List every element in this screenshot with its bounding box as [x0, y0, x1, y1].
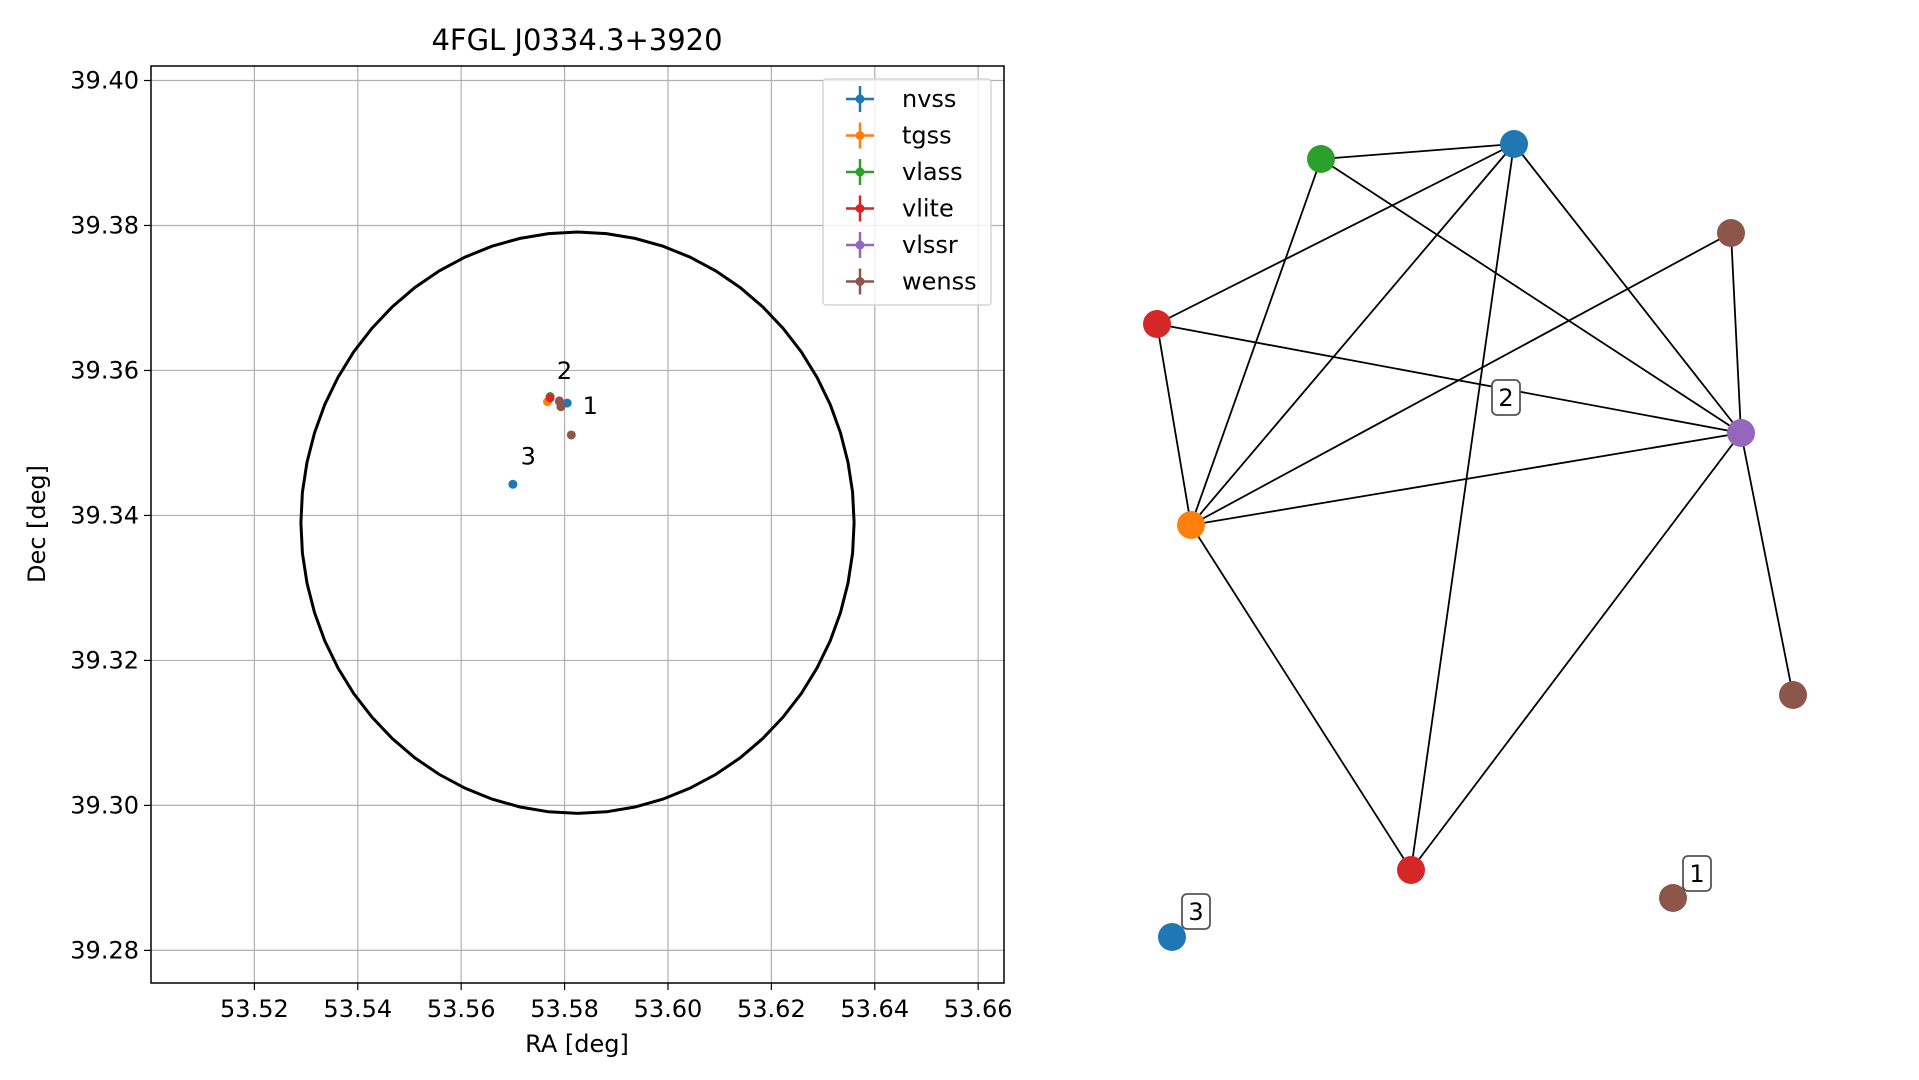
network-edge: [1740, 432, 1794, 696]
network-label-text: 1: [1689, 860, 1704, 888]
x-tick-label: 53.64: [840, 995, 909, 1023]
network-label-box: [1682, 855, 1712, 892]
scatter-point-nvss: [508, 479, 518, 489]
x-tick-label: 53.52: [220, 995, 289, 1023]
x-tick-label: 53.66: [944, 995, 1013, 1023]
legend-label: wenss: [902, 268, 977, 296]
legend-item-wenss: wenss: [846, 268, 977, 296]
error-circle-line: [299, 230, 856, 815]
network-edge: [1156, 323, 1742, 434]
network-nodes: [1143, 130, 1807, 951]
legend-item-vlssr: vlssr: [846, 231, 958, 259]
x-axis-label: RA [deg]: [525, 1030, 629, 1058]
network-label-box: [1181, 893, 1211, 930]
network-node: [1717, 219, 1745, 247]
legend-marker-dot: [855, 167, 865, 177]
network-edges: [1156, 143, 1794, 871]
point-label: 1: [583, 392, 598, 420]
network-label: 2: [1491, 379, 1521, 416]
scatter-point-vlite: [545, 393, 555, 403]
x-tick-label: 53.54: [323, 995, 392, 1023]
legend-label: vlssr: [902, 231, 958, 259]
network-labels: 2 1 3: [1181, 379, 1712, 930]
network-label: 3: [1181, 893, 1211, 930]
point-labels: 21 3: [521, 357, 598, 471]
network-node: [1158, 923, 1186, 951]
legend-label: vlite: [902, 195, 954, 223]
network-edge: [1190, 143, 1515, 526]
network-label: 1: [1682, 855, 1712, 892]
network-label-box: [1491, 379, 1521, 416]
x-tick-label: 53.56: [427, 995, 496, 1023]
network-edge: [1156, 323, 1192, 526]
x-axis-ticks: 53.52 53.54 53.56 53.58 53.60 53.62 53.64 53.66: [220, 983, 1013, 1023]
y-tick-label: 39.34: [70, 501, 139, 529]
network-label-text: 2: [1498, 384, 1513, 412]
network-edge: [1730, 232, 1742, 434]
legend-item-tgss: tgss: [846, 122, 952, 150]
network-node: [1779, 681, 1807, 709]
scatter-point-wenss: [556, 402, 566, 412]
legend-marker-dot: [855, 240, 865, 250]
network-node: [1143, 310, 1171, 338]
legend-marker-dot: [855, 94, 865, 104]
network-edge: [1156, 143, 1515, 325]
x-tick-label: 53.60: [634, 995, 703, 1023]
network-edge: [1190, 524, 1412, 871]
y-tick-label: 39.36: [70, 356, 139, 384]
network-node: [1727, 419, 1755, 447]
x-tick-label: 53.58: [530, 995, 599, 1023]
network-node: [1177, 511, 1205, 539]
legend-label: vlass: [902, 158, 963, 186]
legend-item-nvss: nvss: [846, 85, 956, 113]
scatter-points: [508, 392, 576, 489]
network-panel: 2 1 3: [1143, 130, 1807, 951]
point-label: 3: [521, 443, 536, 471]
legend: nvss tgss vlass vlite vlssr wenss: [822, 78, 992, 306]
scatter-panel: 213 53.52 53.54 53.56 53.58 53.60 53.62 53.64 5…: [23, 23, 1013, 1058]
chart-title: 4FGL J0334.3+3920: [431, 23, 722, 57]
plot-area-frame: [150, 65, 1005, 984]
legend-label: nvss: [902, 85, 956, 113]
x-tick-label: 53.62: [737, 995, 806, 1023]
y-tick-label: 39.30: [70, 791, 139, 819]
y-tick-label: 39.38: [70, 211, 139, 239]
scatter-point-wenss: [566, 430, 576, 440]
network-edge: [1190, 232, 1732, 526]
legend-label: tgss: [902, 122, 952, 150]
error-circle: [299, 230, 856, 815]
network-node: [1307, 145, 1335, 173]
y-axis-label: Dec [deg]: [23, 465, 51, 583]
legend-item-vlite: vlite: [846, 195, 954, 223]
legend-items: nvss tgss vlass vlite vlssr wenss: [846, 85, 977, 296]
network-edge: [1410, 143, 1515, 871]
network-edge: [1190, 432, 1742, 526]
point-label: 2: [557, 357, 572, 385]
y-tick-label: 39.32: [70, 646, 139, 674]
y-axis-ticks: 39.28 39.30 39.32 39.34 39.36 39.38 39.40: [70, 66, 151, 964]
network-label-text: 3: [1188, 898, 1203, 926]
network-edge: [1320, 158, 1742, 434]
legend-marker-dot: [855, 277, 865, 286]
network-node: [1397, 856, 1425, 884]
legend-marker-dot: [855, 204, 865, 213]
y-tick-label: 39.28: [70, 936, 139, 964]
legend-marker-dot: [855, 131, 865, 140]
y-tick-label: 39.40: [70, 66, 139, 94]
network-node: [1500, 130, 1528, 158]
legend-item-vlass: vlass: [846, 158, 963, 186]
network-edge: [1320, 143, 1515, 160]
network-node: [1659, 884, 1687, 912]
network-edge: [1410, 432, 1742, 871]
